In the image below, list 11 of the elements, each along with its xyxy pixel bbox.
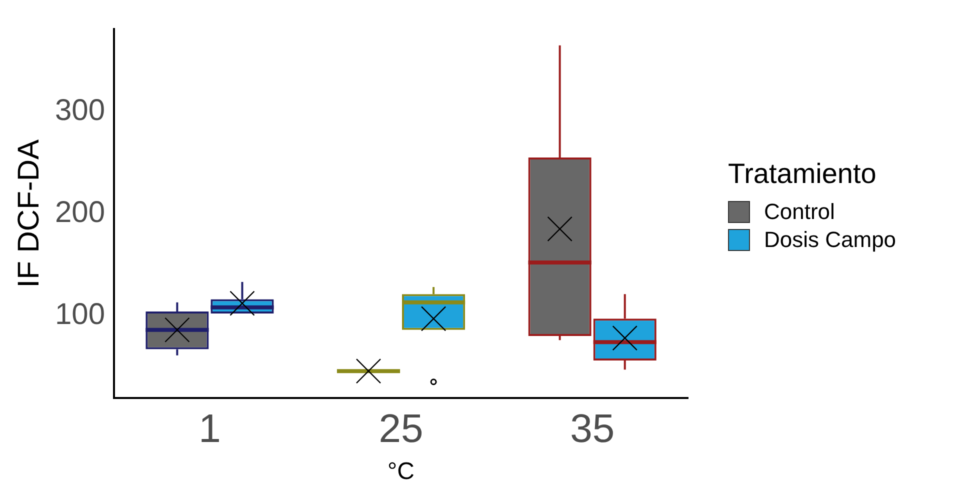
legend-title: Tratamiento	[728, 158, 878, 190]
x-tick-label: 25	[378, 407, 424, 452]
y-tick-label: 200	[54, 196, 106, 229]
y-tick-label: 300	[54, 94, 106, 127]
x-tick-label: 35	[570, 407, 615, 452]
text: Control	[764, 198, 835, 226]
text: Dosis Campo	[764, 226, 896, 254]
x-axis-title: °C	[388, 458, 414, 486]
y-axis-title: IF DCF-DA	[12, 139, 46, 288]
y-tick-label: 100	[54, 298, 106, 331]
x-tick-label: 1	[198, 407, 221, 452]
